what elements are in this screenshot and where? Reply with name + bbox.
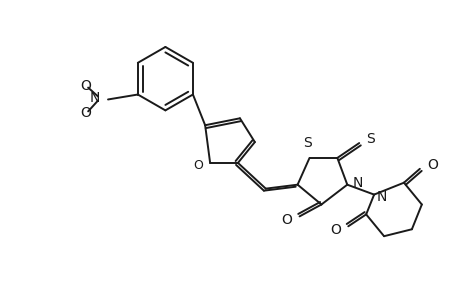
Text: O: O — [330, 223, 341, 237]
Text: N: N — [376, 190, 386, 204]
Text: N: N — [90, 92, 100, 106]
Text: O: O — [80, 79, 91, 93]
Text: S: S — [365, 132, 374, 146]
Text: O: O — [80, 106, 91, 120]
Text: O: O — [281, 213, 292, 227]
Text: S: S — [302, 136, 311, 150]
Text: O: O — [426, 158, 437, 172]
Text: O: O — [193, 159, 203, 172]
Text: N: N — [352, 176, 362, 190]
